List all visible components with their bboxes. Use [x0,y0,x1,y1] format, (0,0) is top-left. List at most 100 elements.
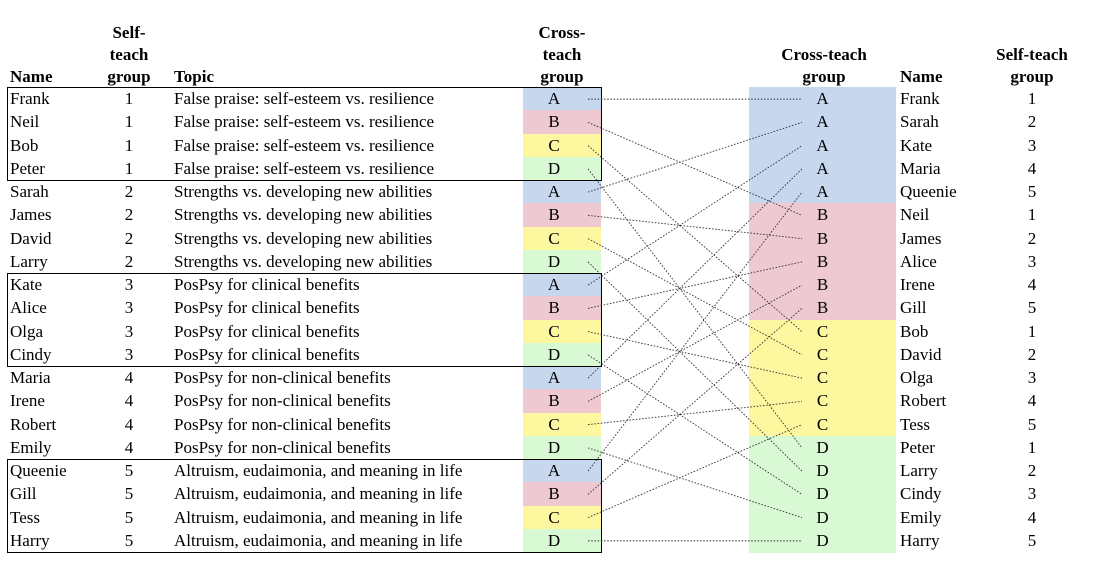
left-row-self-group: 1 [124,158,134,178]
left-row-name: Queenie [10,461,67,480]
right-row-cross-group: C [816,344,829,364]
left-header-self-teach-group: Self- teach group [107,23,151,86]
left-row-cross-group: C [548,414,560,434]
left-row-topic: PosPsy for clinical benefits [174,275,360,294]
left-row-topic: False praise: self-esteem vs. resilience [174,112,435,132]
right-row-self-group: 5 [1027,182,1037,201]
left-cross-cell-bg [523,249,601,274]
right-row-cross-group: C [816,368,829,387]
left-row-name: Frank [10,89,50,108]
right-row-name: Frank [900,89,940,108]
left-cross-cell-bg [523,133,601,158]
right-row-name: Maria [900,158,941,178]
left-row-name: Tess [10,507,40,527]
left-row-cross-group: A [547,368,561,387]
left-row-topic: PosPsy for non-clinical benefits [174,437,391,457]
right-row-name: Sarah [900,112,939,132]
left-row-self-group: 2 [124,251,134,271]
left-row-topic: PosPsy for non-clinical benefits [174,391,391,411]
right-row-name: Cindy [900,484,942,504]
left-row-self-group: 4 [124,391,134,411]
left-row-cross-group: B [548,298,560,318]
left-row-name: Harry [10,530,50,550]
left-row-topic: False praise: self-esteem vs. resilience [174,89,435,108]
right-row-name: Peter [900,437,935,457]
right-row-cross-group: C [816,391,829,411]
left-row-name: Olga [10,321,44,341]
left-row-name: Alice [10,298,47,318]
left-row-name: Kate [10,275,43,294]
left-cross-cell-bg [523,180,601,204]
right-row-self-group: 3 [1027,368,1037,387]
right-row-self-group: 5 [1027,530,1037,550]
left-group-frame [7,273,602,367]
right-header-cross-teach-group: Cross-teach group [781,45,867,86]
left-row-topic: PosPsy for clinical benefits [174,344,360,364]
right-cross-cell-bg [749,87,896,111]
left-row-topic: Strengths vs. developing new abilities [174,251,433,271]
left-row-name: Sarah [10,182,49,201]
right-row-name: Robert [900,391,947,411]
left-cross-cell-bg [523,342,601,367]
right-row-name: Emily [900,507,942,527]
left-row-self-group: 2 [124,205,134,225]
right-row-cross-group: A [816,158,829,178]
right-row-name: Bob [900,321,929,341]
right-row-cross-group: A [816,182,829,201]
right-row-self-group: 3 [1027,135,1037,155]
left-row-name: Irene [10,391,45,411]
left-cross-cell-bg [523,482,601,506]
right-cross-cell-bg [749,528,896,553]
right-row-self-group: 5 [1027,298,1037,318]
right-row-self-group: 5 [1027,414,1037,434]
right-row-cross-group: B [816,251,829,271]
right-row-self-group: 4 [1027,275,1037,294]
left-row-self-group: 1 [124,89,134,108]
left-header-name: Name [10,67,53,86]
right-row-cross-group: A [816,89,829,108]
left-row-name: Maria [10,368,51,387]
left-cross-cell-bg [523,87,601,111]
left-row-cross-group: B [548,112,560,132]
right-row-cross-group: C [816,321,829,341]
right-row-self-group: 1 [1027,89,1037,108]
right-row-cross-group: A [816,135,829,155]
left-row-cross-group: D [547,437,561,457]
left-row-name: Gill [10,484,37,504]
left-row-cross-group: A [547,89,561,108]
left-row-topic: Altruism, eudaimonia, and meaning in lif… [174,484,463,504]
left-row-name: David [10,228,52,248]
right-row-self-group: 3 [1027,251,1037,271]
left-row-self-group: 3 [124,344,134,364]
right-row-self-group: 2 [1027,112,1037,132]
left-row-self-group: 2 [124,182,134,201]
right-row-self-group: 4 [1027,158,1037,178]
right-row-self-group: 3 [1027,484,1037,504]
left-row-cross-group: D [547,530,561,550]
right-row-cross-group: A [816,112,829,132]
left-cross-cell-bg [523,435,601,460]
right-row-cross-group: D [816,484,829,504]
right-row-cross-group: B [816,275,829,294]
left-cross-cell-bg [523,273,601,297]
left-group-frame [7,87,602,181]
left-cross-cell-bg [523,319,601,344]
left-cross-cell-bg [523,203,601,227]
right-row-self-group: 4 [1027,507,1037,527]
left-row-name: Larry [10,251,48,271]
right-row-cross-group: D [816,437,829,457]
right-row-name: Olga [900,368,934,387]
left-row-name: Peter [10,158,45,178]
left-group-frame [7,459,602,553]
left-row-name: Neil [10,112,40,132]
left-row-cross-group: A [547,275,561,294]
left-row-name: Emily [10,437,52,457]
left-row-cross-group: A [547,182,561,201]
left-cross-cell-bg [523,366,601,390]
right-row-name: Alice [900,251,937,271]
left-row-topic: Altruism, eudaimonia, and meaning in lif… [174,530,463,550]
right-row-name: Larry [900,461,938,480]
left-cross-cell-bg [523,389,601,413]
right-row-self-group: 1 [1027,321,1037,341]
